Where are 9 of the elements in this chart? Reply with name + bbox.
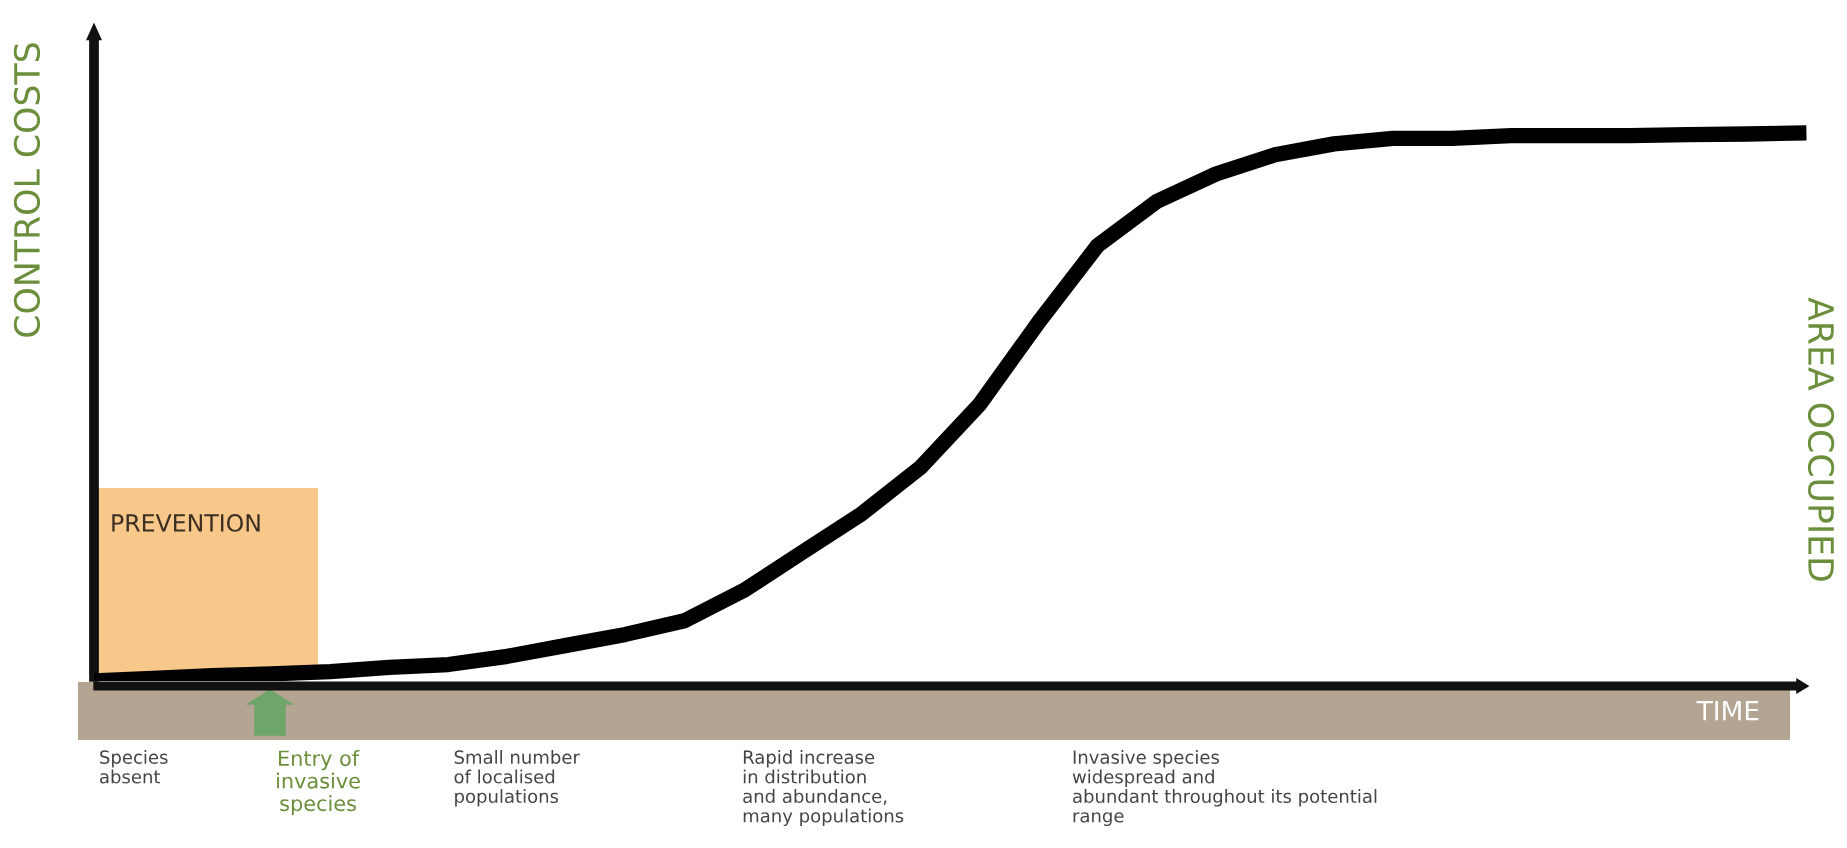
text: Species absent: [100, 750, 168, 784]
x-axis-title: TIME: [1696, 701, 1759, 721]
y2-axis-title: AREA OCCUPIED: [1807, 297, 1835, 581]
text: Rapid increase in distribution and abundance, many populations: [743, 750, 904, 827]
text: Small number of localised populations: [454, 750, 580, 807]
annotation: PREVENTION: [112, 513, 260, 532]
text: Entry of invasive species: [277, 750, 360, 816]
text: Invasive species widespread and abundant throughout its potential range: [1072, 750, 1377, 827]
y-axis-title: CONTROL COSTS: [13, 43, 41, 337]
